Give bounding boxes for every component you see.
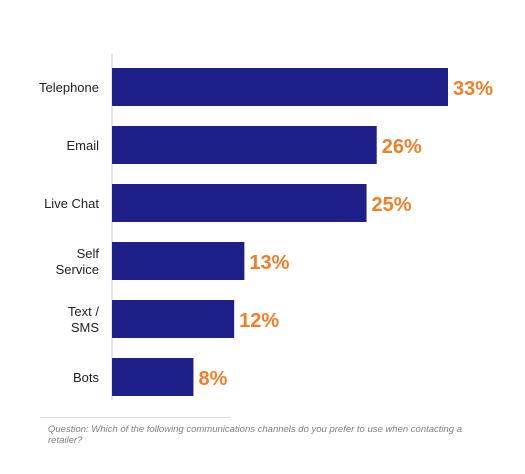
- category-label: Text / SMS: [68, 304, 99, 335]
- value-label: 12%: [239, 310, 279, 332]
- bar: [112, 358, 194, 396]
- category-label: Live Chat: [44, 196, 99, 211]
- value-label: 8%: [198, 368, 227, 390]
- category-label: Self Service: [56, 246, 100, 277]
- footnote-divider: [40, 417, 230, 418]
- footnote: Question: Which of the following communi…: [48, 424, 463, 446]
- value-label: 25%: [372, 194, 412, 216]
- value-label: 13%: [249, 252, 289, 274]
- bar: [112, 242, 245, 280]
- bar: [112, 126, 377, 164]
- category-label: Telephone: [39, 80, 99, 95]
- category-label: Bots: [73, 370, 100, 385]
- value-label: 33%: [453, 78, 493, 100]
- category-label: Email: [66, 138, 99, 153]
- bar: [112, 68, 448, 106]
- bar: [112, 184, 367, 222]
- value-label: 26%: [382, 136, 422, 158]
- bar: [112, 300, 235, 338]
